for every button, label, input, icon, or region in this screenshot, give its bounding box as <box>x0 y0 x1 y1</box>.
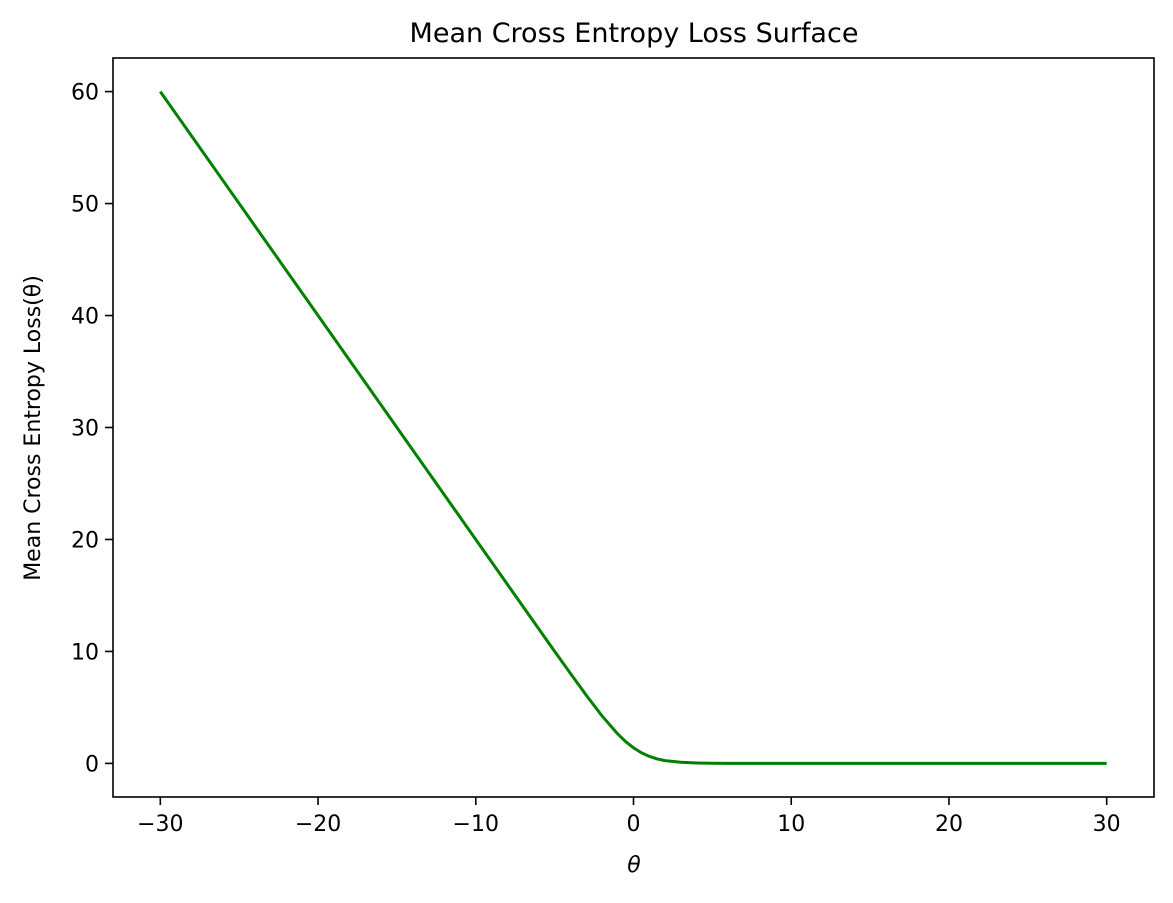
y-tick-label: 10 <box>71 640 99 665</box>
y-tick-label: 30 <box>71 417 99 442</box>
x-axis-label: θ <box>627 853 641 878</box>
x-tick-label: 30 <box>1093 812 1121 837</box>
x-tick-label: −30 <box>137 812 183 837</box>
x-tick-label: −10 <box>453 812 499 837</box>
y-tick-label: 50 <box>71 193 99 218</box>
series-line <box>159 90 1107 765</box>
x-tick-label: −20 <box>295 812 341 837</box>
x-tick-label: 0 <box>627 812 641 837</box>
y-tick-label: 40 <box>71 305 99 330</box>
chart-title: Mean Cross Entropy Loss Surface <box>410 18 859 49</box>
y-tick-label: 60 <box>71 81 99 106</box>
y-axis-label: Mean Cross Entropy Loss(θ) <box>21 275 46 581</box>
y-tick-label: 20 <box>71 528 99 553</box>
x-tick-label: 20 <box>935 812 963 837</box>
series-layer <box>159 90 1107 765</box>
y-tick-label: 0 <box>85 752 99 777</box>
x-axis: −30 −20 −10 0 10 20 30 <box>137 797 1121 837</box>
y-axis: 0 10 20 30 40 50 60 <box>71 81 113 777</box>
plot-frame <box>112 57 1155 798</box>
x-tick-label: 10 <box>777 812 805 837</box>
